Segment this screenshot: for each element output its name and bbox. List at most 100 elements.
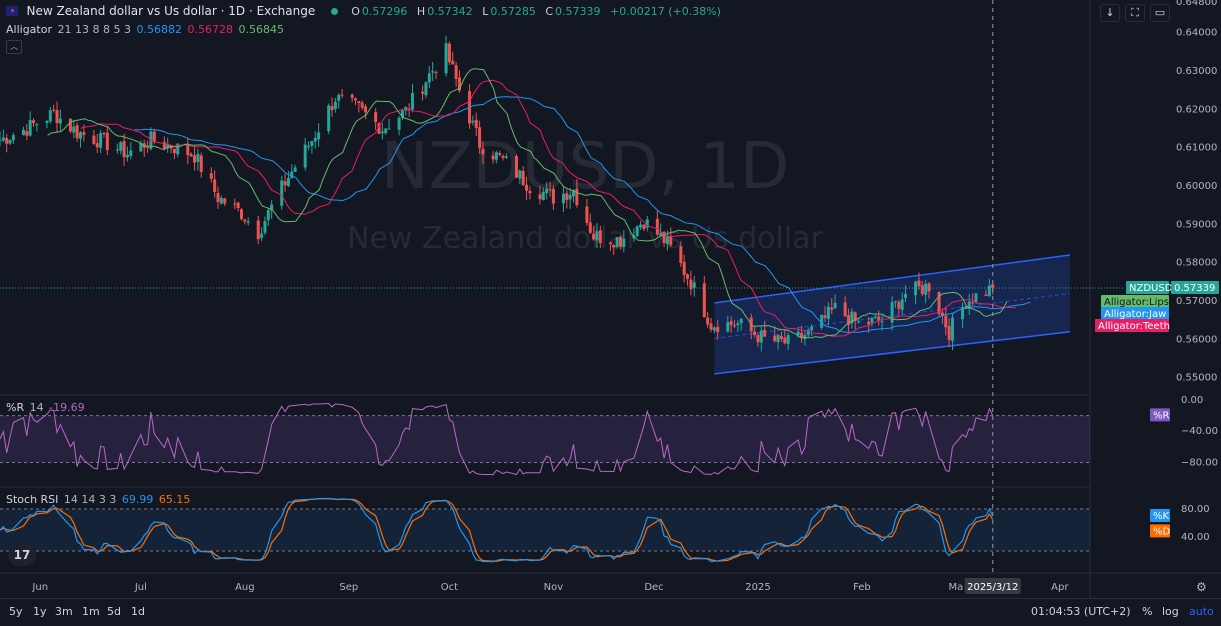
utc-clock[interactable]: 01:04:53 (UTC+2) <box>1031 605 1131 618</box>
williams-r-badge-bg <box>1150 408 1170 422</box>
candle-body <box>823 315 827 318</box>
candle-body <box>172 148 176 154</box>
channel-median-line[interactable] <box>714 292 1070 339</box>
candle-body <box>867 321 871 325</box>
candle-body <box>937 291 941 314</box>
candle-body <box>924 283 928 295</box>
candle-body <box>669 236 673 246</box>
price-tick-label: 0.62000 <box>1176 104 1217 115</box>
candle-body <box>166 143 170 149</box>
jaw-badge: Alligator:Jaw <box>1104 309 1166 320</box>
candle-body <box>655 218 659 235</box>
stoch-rsi-tick-label: 80.00 <box>1181 504 1210 515</box>
candle-body <box>682 262 686 275</box>
crosshair-date-label: 2025/3/12 <box>967 582 1018 593</box>
candle-body <box>501 155 505 158</box>
candle-body <box>702 283 706 318</box>
alligator-teeth-line <box>80 79 1017 337</box>
alligator-teeth-value: 0.56728 <box>187 23 233 36</box>
williams-r-band <box>0 415 1090 463</box>
williams-r-tick-label: 0.00 <box>1181 395 1203 406</box>
log-toggle[interactable]: log <box>1162 605 1179 618</box>
candle-body <box>847 315 851 325</box>
auto-toggle[interactable]: auto <box>1189 605 1214 618</box>
candle-body <box>736 323 740 326</box>
candle-body <box>307 146 311 148</box>
fullscreen-icon[interactable]: ⛶ <box>1125 4 1145 22</box>
candle-body <box>776 334 780 343</box>
watermark-ticker: NZDUSD, 1D <box>381 130 789 204</box>
candle-body <box>119 142 123 151</box>
range-1y-button[interactable]: 1y <box>33 605 47 618</box>
candle-body <box>397 117 401 130</box>
candle-body <box>384 128 388 134</box>
collapse-legend-button[interactable]: ︿ <box>6 40 22 54</box>
candle-body <box>518 170 522 179</box>
candle-body <box>0 140 2 142</box>
candle-body <box>706 317 710 325</box>
ohlc-change: +0.00217 (+0.38%) <box>610 5 721 18</box>
ohlc-o: 0.57296 <box>361 5 408 18</box>
alligator-legend[interactable]: Alligator 21 13 8 8 5 3 0.56882 0.56728 … <box>6 23 286 36</box>
candle-body <box>826 306 830 319</box>
candle-body <box>857 321 861 323</box>
candle-body <box>48 110 52 122</box>
settings-gear-icon[interactable]: ⚙ <box>1196 580 1207 594</box>
candle-body <box>162 141 166 149</box>
candle-body <box>122 140 126 158</box>
candle-body <box>75 125 79 139</box>
camera-icon[interactable]: ▭ <box>1150 4 1170 22</box>
williams-r-legend[interactable]: %R 14 -19.69 <box>6 401 87 414</box>
range-5d-button[interactable]: 5d <box>107 605 121 618</box>
candle-body <box>310 141 314 146</box>
candle-body <box>545 188 549 194</box>
range-3m-button[interactable]: 3m <box>55 605 73 618</box>
range-1d-button[interactable]: 1d <box>131 605 145 618</box>
candle-body <box>260 233 264 238</box>
candle-body <box>293 167 297 173</box>
stoch-rsi-k-value: 69.99 <box>121 493 154 506</box>
price-tick-label: 0.58000 <box>1176 258 1217 269</box>
price-tick-label: 0.63000 <box>1176 66 1217 77</box>
candle-body <box>927 283 931 292</box>
candle-body <box>243 219 247 222</box>
candle-body <box>665 236 669 245</box>
stoch-rsi-band <box>0 509 1090 551</box>
candle-body <box>504 156 508 158</box>
candle-body <box>608 242 612 245</box>
price-tick-label: 0.56000 <box>1176 334 1217 345</box>
symbol-title[interactable]: New Zealand dollar vs Us dollar · 1D · E… <box>26 4 316 18</box>
candle-body <box>880 321 884 323</box>
candle-body <box>548 189 552 191</box>
candle-body <box>58 118 62 124</box>
candle-body <box>72 126 76 133</box>
tradingview-logo: 17 <box>8 544 36 566</box>
candle-body <box>68 118 72 132</box>
ohlc-h-label: H <box>416 5 426 18</box>
candle-body <box>568 194 572 200</box>
stoch-rsi-legend[interactable]: Stoch RSI 14 14 3 3 69.99 65.15 <box>6 493 192 506</box>
time-tick-label: Jul <box>134 582 147 593</box>
candle-body <box>52 109 56 111</box>
candle-body <box>944 315 948 328</box>
time-tick-label: Feb <box>853 582 871 593</box>
alligator-params: 21 13 8 8 5 3 <box>57 23 131 36</box>
candle-body <box>239 209 243 220</box>
range-1m-button[interactable]: 1m <box>82 605 100 618</box>
candle-body <box>481 149 485 155</box>
candle-body <box>380 131 384 134</box>
channel-lower-line[interactable] <box>714 330 1070 375</box>
candle-body <box>796 331 800 336</box>
download-icon[interactable]: ↓ <box>1100 4 1120 22</box>
alligator-lips-value: 0.56845 <box>238 23 284 36</box>
range-5y-button[interactable]: 5y <box>9 605 23 618</box>
percent-toggle[interactable]: % <box>1142 605 1153 618</box>
candle-body <box>779 336 783 340</box>
candle-body <box>357 101 361 104</box>
candle-body <box>337 94 341 101</box>
candle-body <box>283 181 287 186</box>
channel-upper-line[interactable] <box>714 254 1070 304</box>
candle-body <box>35 124 39 126</box>
